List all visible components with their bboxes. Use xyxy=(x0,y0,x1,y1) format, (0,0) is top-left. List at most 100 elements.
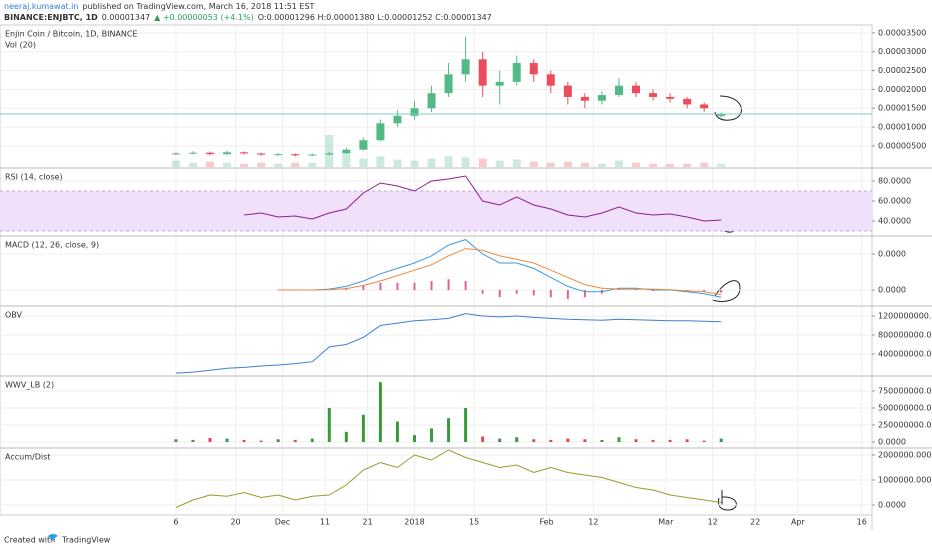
x-tick-label: 11 xyxy=(320,518,330,527)
histogram-bar xyxy=(515,290,518,294)
candle-body xyxy=(495,81,504,86)
volume-bar xyxy=(240,163,249,167)
candle-body xyxy=(512,63,521,82)
candle-body xyxy=(700,104,709,109)
histogram-bar xyxy=(720,290,723,293)
histogram-bar xyxy=(447,279,450,291)
histogram-bar xyxy=(481,290,484,294)
bar xyxy=(361,414,365,442)
candle-body xyxy=(478,59,487,86)
volume-bar xyxy=(614,160,623,167)
volume-bar xyxy=(427,158,436,167)
candle-body xyxy=(240,152,249,154)
pane-title: Accum/Dist xyxy=(5,453,50,462)
symbol: BINANCE:ENJBTC, 1D xyxy=(4,13,98,22)
x-tick-label: 20 xyxy=(230,518,240,527)
y-tick-label: 0.00002500 xyxy=(878,66,926,75)
candle-body xyxy=(683,98,692,105)
bar xyxy=(464,407,468,442)
candle-body xyxy=(666,96,675,99)
bar xyxy=(481,436,485,442)
bar xyxy=(685,439,689,442)
bar xyxy=(617,437,621,442)
footer-brand[interactable]: TradingView xyxy=(61,536,111,545)
band-fill xyxy=(0,191,872,231)
candle-body xyxy=(597,95,606,101)
y-tick-label: 1000000.0000 xyxy=(878,476,932,485)
bar xyxy=(532,439,536,442)
volume-bar xyxy=(325,135,334,167)
candle-body xyxy=(649,93,658,97)
histogram-bar xyxy=(464,281,467,291)
drawing-circle xyxy=(717,490,737,511)
volume-bar xyxy=(444,156,453,167)
bar xyxy=(430,428,434,442)
indicator-line xyxy=(175,313,722,374)
candle-body xyxy=(291,154,300,156)
volume-bar xyxy=(461,157,470,167)
bar xyxy=(242,439,246,442)
bar xyxy=(719,438,723,442)
volume-bar xyxy=(171,160,180,167)
volume-bar xyxy=(546,162,555,167)
volume-bar xyxy=(376,156,385,167)
candle-body xyxy=(223,152,232,155)
x-tick-label: 12 xyxy=(708,518,718,527)
y-tick-label: 500000000.0000 xyxy=(878,403,932,412)
volume-bar xyxy=(717,163,726,167)
x-tick-label: 15 xyxy=(469,518,479,527)
bar xyxy=(378,382,382,442)
y-tick-label: 1200000000.0000 xyxy=(878,311,932,320)
bar xyxy=(293,439,297,442)
bar xyxy=(412,435,416,442)
x-tick-label: 2018 xyxy=(404,518,424,527)
bar xyxy=(344,431,348,442)
histogram-bar xyxy=(362,285,365,291)
volume-bar xyxy=(206,161,215,167)
bar xyxy=(634,439,638,442)
indicator-line xyxy=(175,449,722,508)
candle-body xyxy=(563,85,572,97)
candle-body xyxy=(614,85,623,96)
histogram-bar xyxy=(583,290,586,298)
y-tick-label: 40.0000 xyxy=(878,217,911,226)
candle-body xyxy=(325,153,334,155)
histogram-bar xyxy=(379,282,382,291)
y-tick-label: 0.00003000 xyxy=(878,47,926,56)
volume-bar xyxy=(666,163,675,167)
ohlc: O:0.00001296 H:0.00001380 L:0.00001252 C… xyxy=(258,13,492,22)
volume-bar xyxy=(683,163,692,167)
volume-bar xyxy=(223,162,232,167)
x-tick-label: Dec xyxy=(275,518,290,527)
volume-bar xyxy=(291,162,300,167)
histogram-bar xyxy=(498,290,501,298)
candle-body xyxy=(171,153,180,155)
x-tick-label: 6 xyxy=(173,518,178,527)
volume-bar xyxy=(393,159,402,167)
volume-bar xyxy=(563,161,572,167)
volume-bar xyxy=(274,163,283,167)
y-tick-label: 60.0000 xyxy=(878,197,911,206)
candle-body xyxy=(342,149,351,154)
bar xyxy=(395,421,399,442)
histogram-bar xyxy=(413,282,416,291)
candle-body xyxy=(308,154,317,156)
author-link[interactable]: neeraj.kumawat.in xyxy=(4,2,78,11)
bar xyxy=(174,439,178,442)
candle-body xyxy=(546,74,555,86)
y-tick-label: 0.00001500 xyxy=(878,104,926,113)
y-tick-label: 0.0000 xyxy=(878,286,906,295)
histogram-bar xyxy=(703,290,706,292)
pane-title: MACD (12, 26, close, 9) xyxy=(5,241,99,250)
bar xyxy=(515,437,519,442)
volume-bar xyxy=(257,162,266,167)
y-tick-label: 750000000.0000 xyxy=(878,386,932,395)
histogram-bar xyxy=(277,290,280,291)
bar xyxy=(208,437,212,442)
y-tick-label: 0.00001000 xyxy=(878,123,926,132)
bar xyxy=(276,439,280,442)
symbol-line: BINANCE:ENJBTC, 1D 0.00001347 ▲ +0.0000005… xyxy=(4,13,492,22)
volume-bar xyxy=(649,163,658,167)
bar xyxy=(702,440,706,442)
